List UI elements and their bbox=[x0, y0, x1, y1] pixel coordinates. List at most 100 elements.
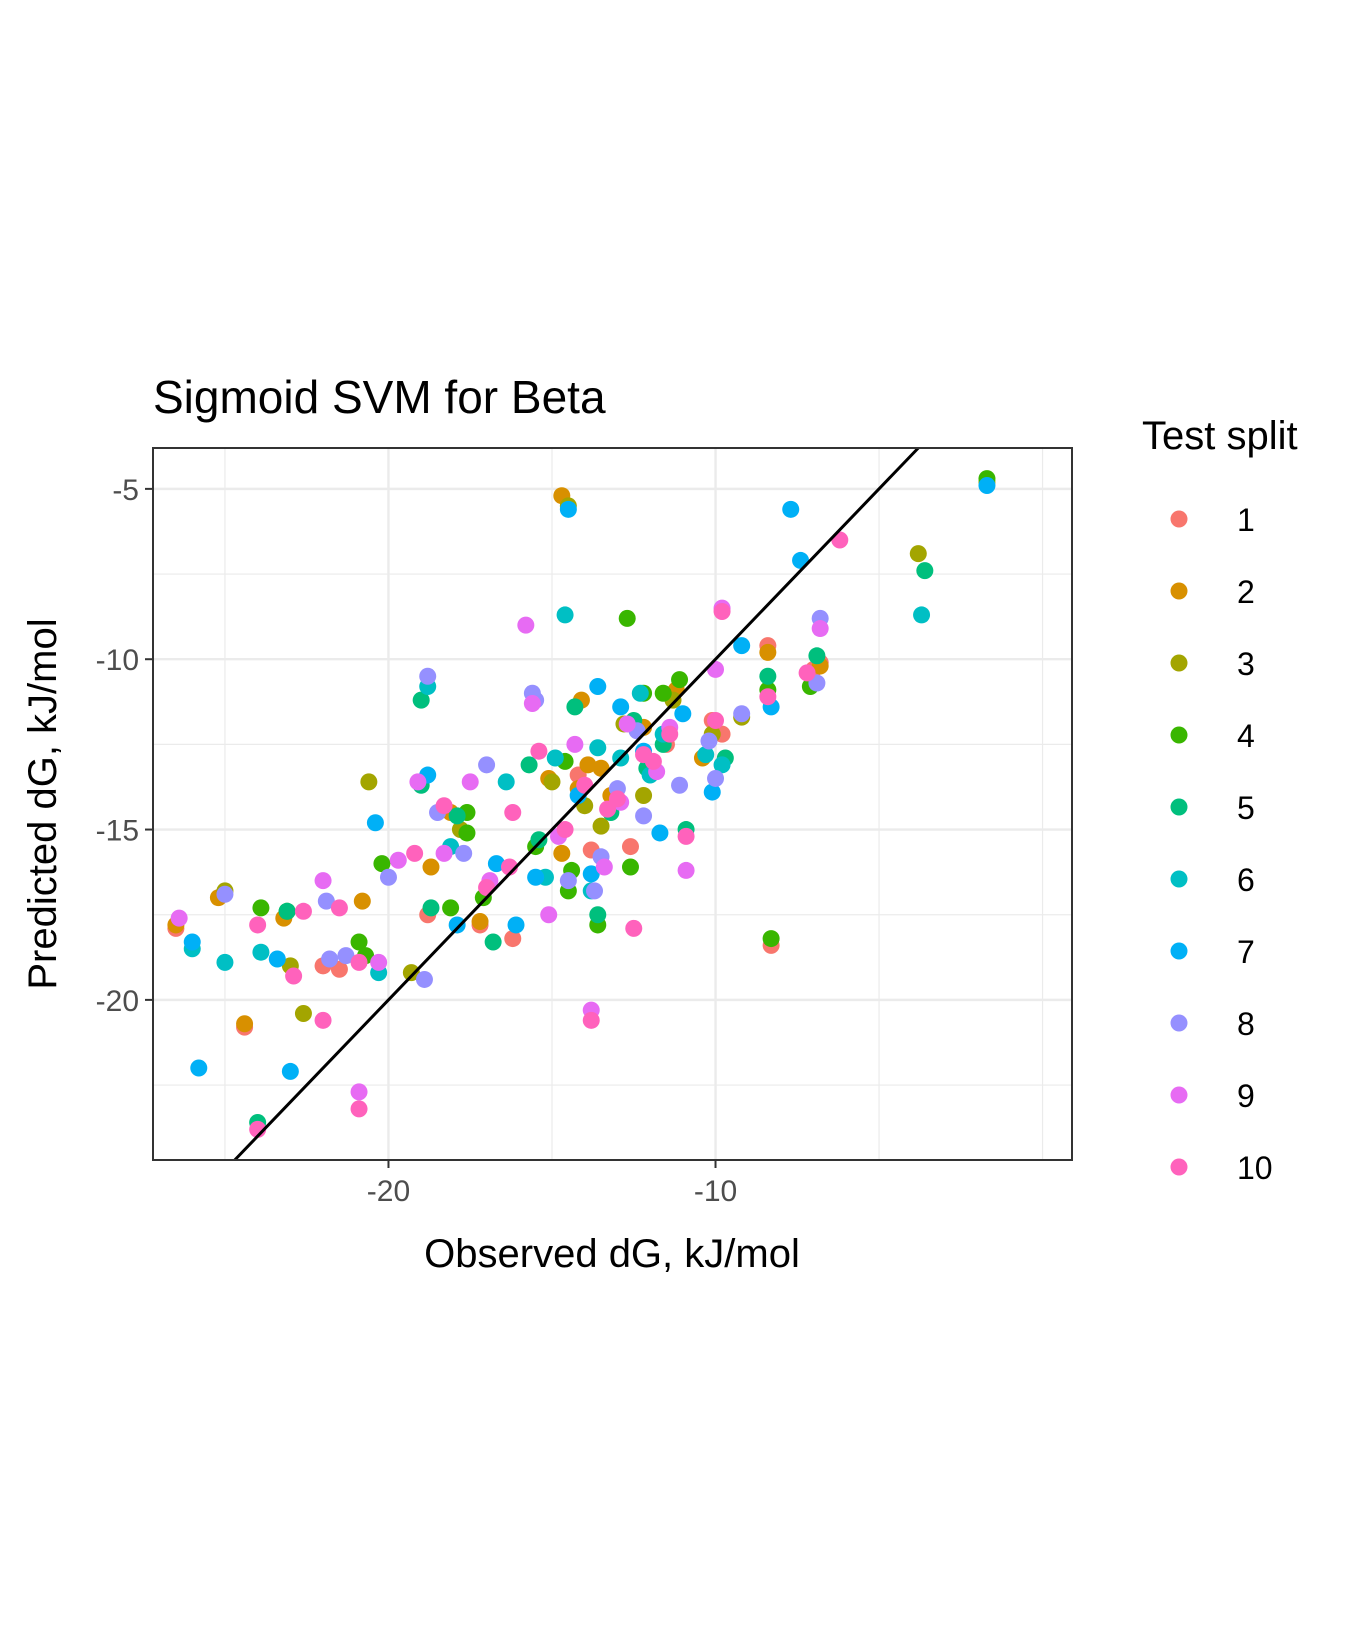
legend-label: 9 bbox=[1237, 1078, 1255, 1114]
data-point bbox=[252, 899, 270, 917]
data-point bbox=[415, 970, 433, 988]
data-point bbox=[478, 756, 496, 774]
data-point bbox=[321, 950, 339, 968]
data-point bbox=[252, 943, 270, 961]
data-point bbox=[556, 821, 574, 839]
data-point bbox=[671, 776, 689, 794]
data-point bbox=[589, 739, 607, 757]
data-point bbox=[559, 500, 577, 518]
y-tick-label: -15 bbox=[96, 815, 139, 848]
data-point bbox=[350, 953, 368, 971]
legend-title: Test split bbox=[1142, 414, 1298, 458]
y-tick-label: -10 bbox=[96, 644, 139, 677]
data-point bbox=[471, 913, 489, 931]
data-point bbox=[484, 933, 502, 951]
data-point bbox=[707, 769, 725, 787]
legend-swatch bbox=[1170, 942, 1188, 960]
data-point bbox=[448, 916, 466, 934]
legend-item: 9 bbox=[1170, 1078, 1255, 1114]
data-point bbox=[249, 916, 267, 934]
data-point bbox=[448, 807, 466, 825]
y-tick-label: -5 bbox=[112, 474, 139, 507]
data-point bbox=[268, 950, 286, 968]
legend-item: 6 bbox=[1170, 862, 1255, 898]
data-point bbox=[419, 667, 437, 685]
data-point bbox=[406, 844, 424, 862]
data-point bbox=[487, 855, 505, 873]
x-tick-label: -20 bbox=[367, 1175, 410, 1208]
data-point bbox=[556, 606, 574, 624]
data-point bbox=[350, 933, 368, 951]
data-point bbox=[759, 643, 777, 661]
data-point bbox=[285, 967, 303, 985]
data-point bbox=[314, 1011, 332, 1029]
data-point bbox=[435, 797, 453, 815]
data-point bbox=[527, 868, 545, 886]
x-tick-label: -10 bbox=[694, 1175, 737, 1208]
legend-item: 10 bbox=[1170, 1150, 1273, 1186]
identity-reference-line bbox=[233, 446, 920, 1162]
data-point bbox=[281, 1062, 299, 1080]
data-point bbox=[566, 735, 584, 753]
legend-label: 1 bbox=[1237, 502, 1255, 538]
data-point bbox=[733, 705, 751, 723]
data-point bbox=[330, 899, 348, 917]
data-point bbox=[360, 773, 378, 791]
legend-item: 4 bbox=[1170, 718, 1255, 754]
data-point bbox=[651, 824, 669, 842]
data-point bbox=[707, 712, 725, 730]
legend-swatch bbox=[1170, 1014, 1188, 1032]
data-point bbox=[170, 909, 188, 927]
data-point bbox=[618, 715, 636, 733]
data-point bbox=[700, 732, 718, 750]
legend: Test split 1 2 3 4 5 6 7 8 9 10 bbox=[1142, 414, 1298, 1186]
data-point bbox=[913, 606, 931, 624]
data-point bbox=[507, 916, 525, 934]
data-point bbox=[579, 756, 597, 774]
data-point bbox=[674, 705, 692, 723]
data-point bbox=[671, 671, 689, 689]
data-point bbox=[612, 698, 630, 716]
legend-label: 8 bbox=[1237, 1006, 1255, 1042]
plot-panel-border bbox=[152, 447, 1073, 1161]
legend-items: 1 2 3 4 5 6 7 8 9 10 bbox=[1170, 502, 1273, 1186]
data-point bbox=[337, 947, 355, 965]
data-points bbox=[167, 470, 996, 1138]
data-point bbox=[517, 616, 535, 634]
legend-swatch bbox=[1170, 1158, 1188, 1176]
data-point bbox=[504, 804, 522, 822]
legend-item: 5 bbox=[1170, 790, 1255, 826]
data-point bbox=[782, 500, 800, 518]
data-point bbox=[422, 858, 440, 876]
data-point bbox=[523, 695, 541, 713]
data-point bbox=[759, 688, 777, 706]
data-point bbox=[402, 964, 420, 982]
legend-swatch bbox=[1170, 510, 1188, 528]
data-point bbox=[589, 677, 607, 695]
data-point bbox=[978, 476, 996, 494]
data-point bbox=[635, 746, 653, 764]
data-point bbox=[677, 861, 695, 879]
data-point bbox=[589, 906, 607, 924]
data-point bbox=[278, 902, 296, 920]
data-point bbox=[435, 844, 453, 862]
data-point bbox=[389, 851, 407, 869]
data-point bbox=[353, 892, 371, 910]
data-point bbox=[733, 637, 751, 655]
legend-item: 8 bbox=[1170, 1006, 1255, 1042]
data-point bbox=[762, 930, 780, 948]
legend-item: 2 bbox=[1170, 574, 1255, 610]
data-point bbox=[553, 844, 571, 862]
data-point bbox=[582, 865, 600, 883]
data-point bbox=[314, 872, 332, 890]
data-point bbox=[677, 827, 695, 845]
data-point bbox=[625, 919, 643, 937]
data-point bbox=[635, 807, 653, 825]
legend-label: 7 bbox=[1237, 934, 1255, 970]
legend-item: 1 bbox=[1170, 502, 1255, 538]
legend-label: 6 bbox=[1237, 862, 1255, 898]
series-10 bbox=[249, 531, 849, 1138]
data-point bbox=[621, 858, 639, 876]
data-point bbox=[811, 620, 829, 638]
